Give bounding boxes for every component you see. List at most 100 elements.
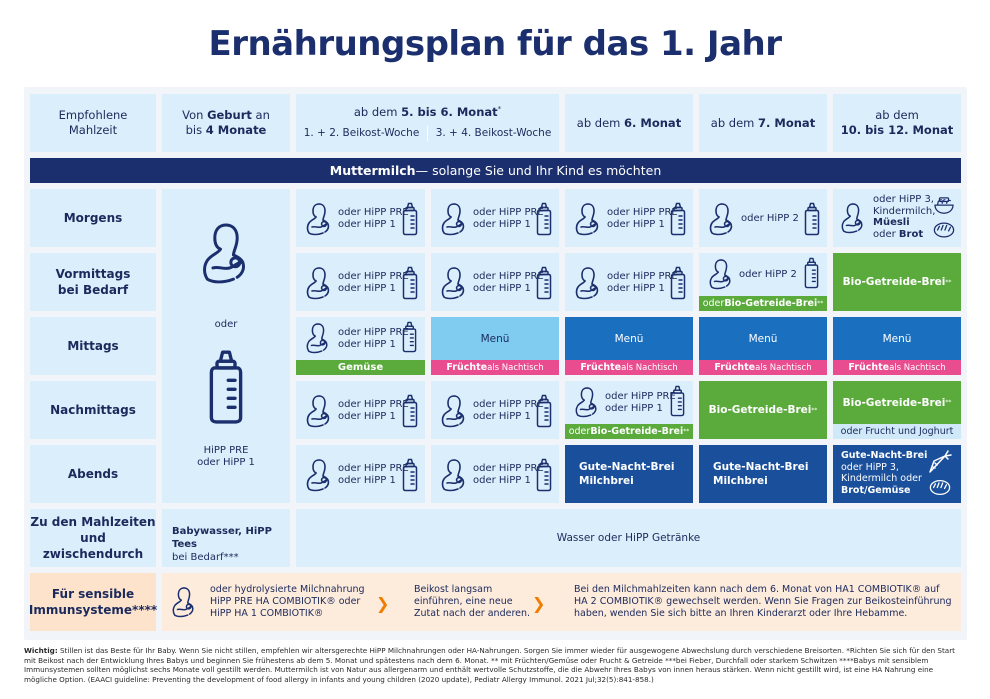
footnote: Wichtig: Stillen ist das Beste für Ihr B… [24, 646, 955, 684]
row-label-morgens: Morgens [30, 189, 156, 247]
baby-bottle-icon [536, 266, 552, 300]
cell-vormittags-week12: oder HiPP PRE oder HiPP 1 [296, 253, 425, 311]
header-6-month: ab dem 6. Monat [565, 94, 693, 152]
sensible-row: oder hydrolysierte Milchnahrung HiPP PRE… [162, 573, 961, 631]
cell-nachmittags-10m: Bio-Getreide-Brei ** oder Frucht und Jogh… [833, 381, 961, 439]
carrot-icon [927, 449, 953, 475]
fruechte-strip: Früchte als Nachtisch [699, 360, 827, 375]
cell-text: oder HiPP PRE oder HiPP 1 [473, 463, 544, 486]
breastfeeding-mother-icon [839, 201, 867, 235]
baby-bottle-icon [536, 394, 552, 428]
header-5-to-6: ab dem 5. bis 6. Monat* 1. + 2. Beikost-… [296, 94, 559, 152]
cell-mittags-7m: Menü Früchte als Nachtisch [699, 317, 827, 375]
breastmilk-banner: Muttermilch — solange Sie und Ihr Kind e… [30, 158, 961, 183]
breastfeeding-mother-icon [439, 393, 469, 429]
menu-label: Menü [833, 317, 961, 360]
breastfeeding-mother-icon [304, 201, 334, 237]
cell-nachmittags-week12: oder HiPP PRE oder HiPP 1 [296, 381, 425, 439]
cell-nachmittags-6m: oder HiPP PRE oder HiPP 1 oder Bio-Getre… [565, 381, 693, 439]
cell-abends-week34: oder HiPP PRE oder HiPP 1 [431, 445, 559, 503]
cereal-bowl-icon [933, 197, 955, 215]
breastfeeding-mother-icon [304, 321, 332, 355]
cell-abends-week12: oder HiPP PRE oder HiPP 1 [296, 445, 425, 503]
cell-abends-7m: Gute-Nacht-Brei Milchbrei [699, 445, 827, 503]
breastfeeding-mother-icon [439, 265, 469, 301]
fruechte-strip: Früchte als Nachtisch [565, 360, 693, 375]
cell-mittags-10m: Menü Früchte als Nachtisch [833, 317, 961, 375]
baby-bottle-icon [536, 202, 552, 236]
breastfeeding-mother-icon [304, 393, 334, 429]
birth-milk-label: HiPP PRE oder HiPP 1 [197, 445, 255, 468]
breastfeeding-mother-icon [198, 219, 254, 287]
breastfeeding-mother-icon [573, 265, 603, 301]
sensible-text-1: oder hydrolysierte Milchnahrung HiPP PRE… [210, 584, 365, 619]
cell-nachmittags-7m: Bio-Getreide-Brei ** [699, 381, 827, 439]
cell-text: oder HiPP 3, Kindermilch, Müesli oder Br… [873, 194, 936, 240]
cell-morgens-week34: oder HiPP PRE oder HiPP 1 [431, 189, 559, 247]
baby-bottle-icon [804, 257, 819, 289]
cell-text: oder HiPP PRE oder HiPP 1 [338, 271, 409, 294]
cell-vormittags-7m: oder HiPP 2 oder Bio-Getreide-Brei ** [699, 253, 827, 311]
baby-bottle-icon [670, 385, 685, 417]
cell-text: oder HiPP PRE oder HiPP 1 [338, 327, 409, 350]
cell-zwischendurch-birth: Babywasser, HiPP Tees bei Bedarf*** [162, 509, 290, 567]
baby-bottle-icon [536, 458, 552, 492]
cell-morgens-week12: oder HiPP PRE oder HiPP 1 [296, 189, 425, 247]
birth-column-cell: oder HiPP PRE oder HiPP 1 [162, 189, 290, 503]
baby-bottle-icon [402, 394, 418, 428]
cell-morgens-7m: oder HiPP 2 [699, 189, 827, 247]
baby-bottle-icon [670, 266, 686, 300]
getreide-label: Bio-Getreide-Brei ** [833, 381, 961, 424]
bread-icon [929, 479, 951, 496]
cell-vormittags-week34: oder HiPP PRE oder HiPP 1 [431, 253, 559, 311]
cell-text: oder HiPP PRE oder HiPP 1 [473, 399, 544, 422]
baby-bottle-icon [208, 347, 244, 427]
cell-text: oder HiPP PRE oder HiPP 1 [473, 207, 544, 230]
cell-text: oder HiPP PRE oder HiPP 1 [338, 399, 409, 422]
fruechte-strip: Früchte als Nachtisch [431, 360, 559, 375]
breastfeeding-mother-icon [573, 201, 603, 237]
sensible-text-2: Beikost langsam einführen, eine neue Zut… [414, 584, 531, 619]
baby-bottle-icon [670, 202, 686, 236]
header-10-12-month: ab dem 10. bis 12. Monat [833, 94, 961, 152]
sensible-text-3: Bei den Milchmahlzeiten kann nach dem 6.… [574, 584, 952, 619]
row-label-zwischendurch: Zu den Mahlzeiten und zwischendurch [30, 509, 156, 567]
baby-bottle-icon [402, 458, 418, 492]
cell-abends-10m: Gute-Nacht-Brei oder HiPP 3, Kindermilch… [833, 445, 961, 503]
breastfeeding-mother-icon [439, 457, 469, 493]
header-week-1-2: 1. + 2. Beikost-Woche [296, 125, 428, 141]
breastfeeding-mother-icon [439, 201, 469, 237]
cell-text: oder HiPP PRE oder HiPP 1 [605, 391, 676, 414]
cell-text: oder HiPP PRE oder HiPP 1 [338, 463, 409, 486]
menu-label: Menü [699, 317, 827, 360]
cell-mittags-week34: Menü Früchte als Nachtisch [431, 317, 559, 375]
header-week-3-4: 3. + 4. Beikost-Woche [435, 126, 552, 139]
baby-bottle-icon [402, 321, 417, 353]
birth-oder-label: oder [214, 319, 238, 330]
row-label-abends: Abends [30, 445, 156, 503]
cell-mittags-week12: oder HiPP PRE oder HiPP 1 Gemüse [296, 317, 425, 375]
cell-text: oder HiPP PRE oder HiPP 1 [338, 207, 409, 230]
menu-label: Menü [431, 317, 559, 360]
breastfeeding-mother-icon [707, 201, 737, 237]
cell-zwischendurch-wasser: Wasser oder HiPP Getränke [296, 509, 961, 567]
oder-getreide-strip: oder Bio-Getreide-Brei ** [699, 296, 827, 311]
fruechte-strip: Früchte als Nachtisch [833, 360, 961, 375]
menu-label: Menü [565, 317, 693, 360]
baby-bottle-icon [402, 202, 418, 236]
cell-text: oder HiPP 2 [741, 213, 799, 224]
cell-abends-6m: Gute-Nacht-Brei Milchbrei [565, 445, 693, 503]
header-recommended-meal: Empfohlene Mahlzeit [30, 94, 156, 152]
breastfeeding-mother-icon [707, 257, 735, 291]
header-7-month: ab dem 7. Monat [699, 94, 827, 152]
breastfeeding-mother-icon [170, 585, 198, 619]
frucht-joghurt-strip: oder Frucht und Joghurt [833, 424, 961, 439]
row-label-mittags: Mittags [30, 317, 156, 375]
arrow-right-icon: ❯ [532, 594, 546, 613]
breastfeeding-mother-icon [304, 457, 334, 493]
header-birth-to-4: Von Geburt an bis 4 Monate [162, 94, 290, 152]
cell-morgens-6m: oder HiPP PRE oder HiPP 1 [565, 189, 693, 247]
baby-bottle-icon [804, 202, 820, 236]
row-label-vormittags: Vormittags bei Bedarf [30, 253, 156, 311]
cell-morgens-10m: oder HiPP 3, Kindermilch, Müesli oder Br… [833, 189, 961, 247]
